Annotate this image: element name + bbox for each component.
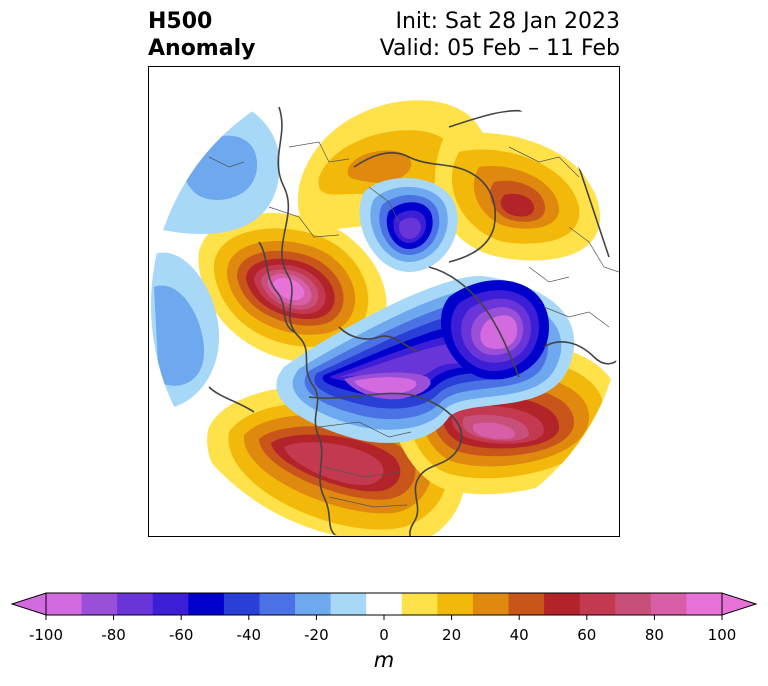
country-borders xyxy=(208,141,619,508)
colorbar-bin xyxy=(188,593,225,615)
colorbar-bin xyxy=(117,593,154,615)
colorbar-bin xyxy=(650,593,687,615)
colorbar-unit-label: m xyxy=(373,648,395,672)
colorbar-bin xyxy=(437,593,474,615)
title-left: H500 Anomaly xyxy=(148,8,255,62)
valid-range-label: Valid: 05 Feb – 11 Feb xyxy=(379,36,620,61)
colorbar-tick-label: -40 xyxy=(236,626,262,644)
colorbar-tick-label: -60 xyxy=(168,626,194,644)
colorbar-bin xyxy=(152,593,189,615)
colorbar-bin xyxy=(544,593,581,615)
colorbar-bin xyxy=(330,593,367,615)
colorbar-tick-label: 100 xyxy=(707,626,737,644)
colorbar-tick-label: -80 xyxy=(101,626,126,644)
colorbar-bin xyxy=(579,593,616,615)
colorbar-bin xyxy=(259,593,296,615)
colorbar-bin xyxy=(686,593,723,615)
colorbar-bin xyxy=(81,593,118,615)
colorbar-bin xyxy=(508,593,545,615)
anomaly-map xyxy=(151,95,619,536)
colorbar-tick-label: 20 xyxy=(442,626,462,644)
colorbar-under-extension xyxy=(10,592,47,616)
colorbar-bin xyxy=(401,593,438,615)
colorbar-tick-label: -20 xyxy=(304,626,329,644)
colorbar-tick-label: 80 xyxy=(644,626,664,644)
colorbar-bin xyxy=(615,593,652,615)
colorbar xyxy=(10,592,758,620)
title-right: Init: Sat 28 Jan 2023 Valid: 05 Feb – 11… xyxy=(380,8,620,62)
colorbar-tick-label: 0 xyxy=(379,626,389,644)
map-panel xyxy=(148,66,620,537)
colorbar-bin xyxy=(472,593,510,615)
colorbar-over-extension xyxy=(721,592,758,616)
variable-title: H500 xyxy=(148,9,213,34)
colorbar-tick-label: 60 xyxy=(577,626,597,644)
colorbar-bin xyxy=(223,593,260,615)
colorbar-bin xyxy=(46,593,83,615)
colorbar-bin xyxy=(366,593,403,615)
init-date-label: Init: Sat 28 Jan 2023 xyxy=(395,9,620,34)
colorbar-bin xyxy=(295,593,332,615)
colorbar-tick-label: -100 xyxy=(28,626,64,644)
colorbar-tick-label: 40 xyxy=(509,626,529,644)
anomaly-title: Anomaly xyxy=(148,36,256,61)
coastlines xyxy=(208,106,619,536)
